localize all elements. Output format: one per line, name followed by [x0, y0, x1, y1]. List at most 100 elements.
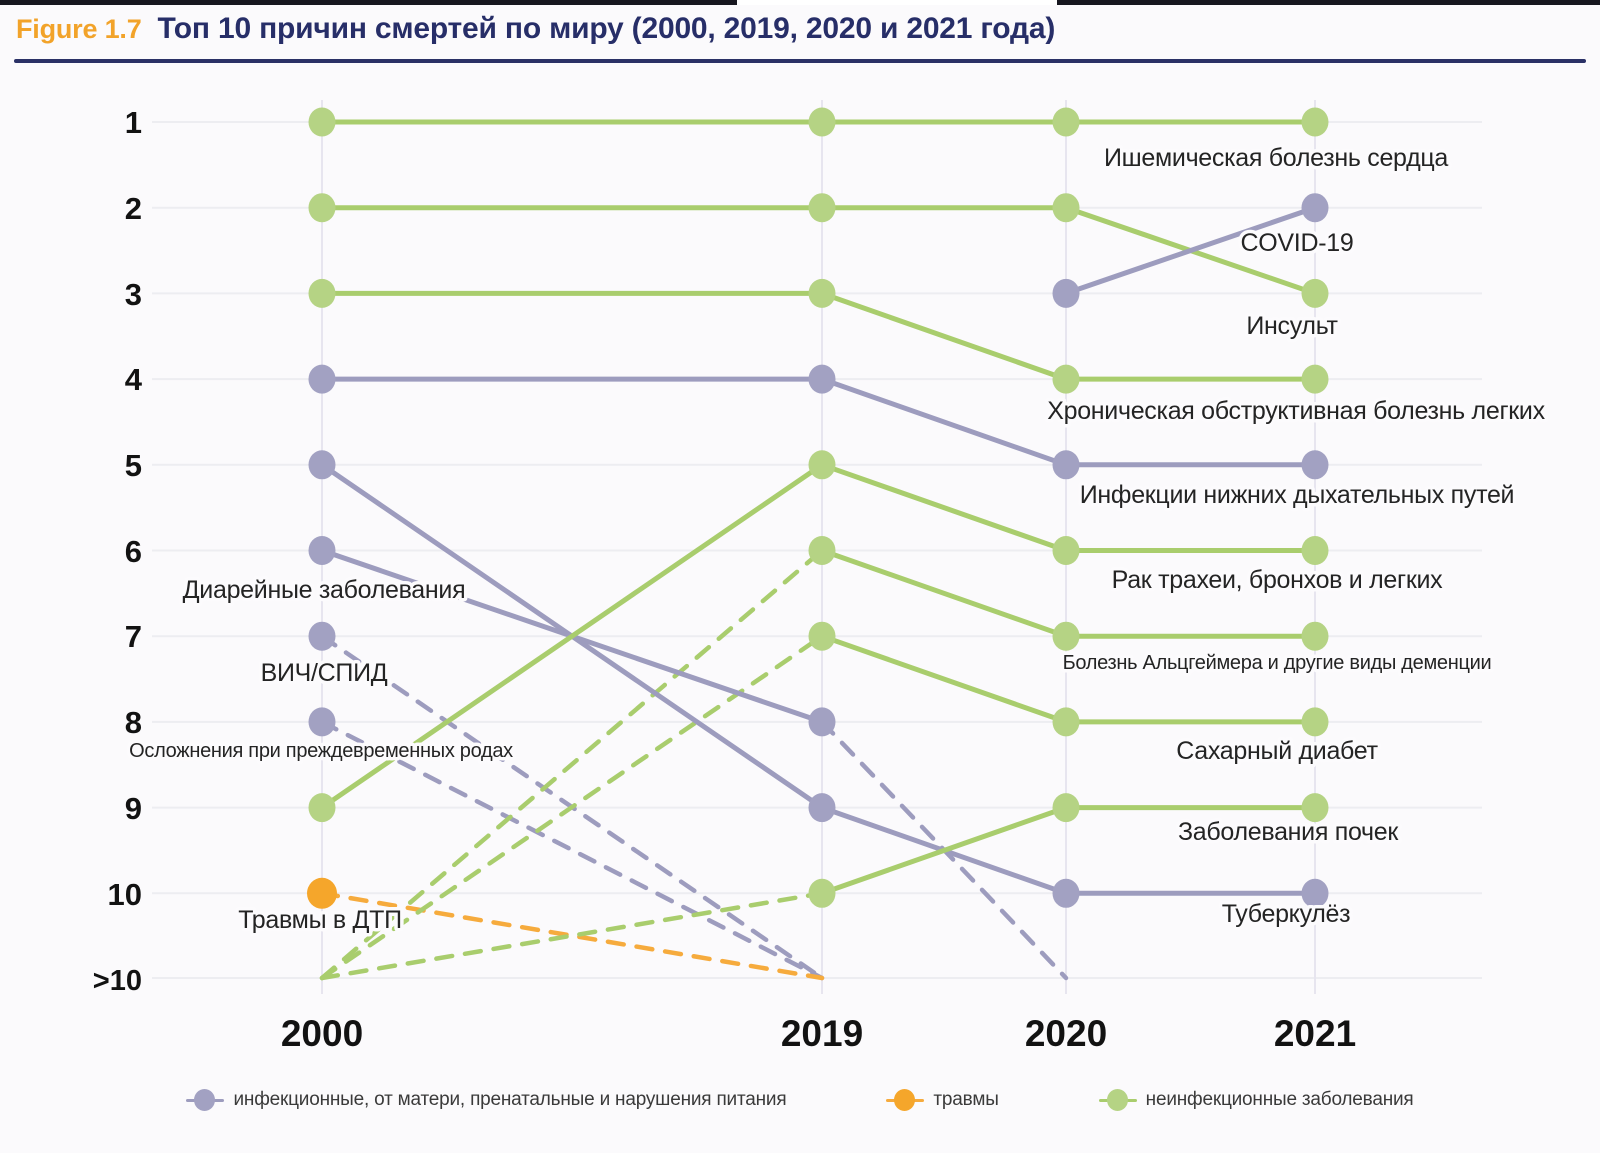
series-dot-6-2000	[308, 621, 336, 651]
axis-layer: 1 2 3 4 5 6 7 8 9 10 >10 2000 2019 2020 …	[93, 105, 1356, 1054]
series-label-lung-cancer: Рак трахеи, бронхов и легких	[1112, 566, 1443, 594]
series-label-covid-19: COVID-19	[1241, 229, 1354, 257]
rank-tick-10: 10	[108, 877, 142, 912]
series-label-stroke: Инсульт	[1246, 312, 1338, 340]
year-tick-2000: 2000	[281, 1013, 363, 1054]
series-dot-3-2000	[308, 364, 336, 394]
bump-chart: 1 2 3 4 5 6 7 8 9 10 >10 2000 2019 2020 …	[92, 100, 1550, 1054]
series-dot-5-2019	[808, 707, 836, 737]
rank-tick-5: 5	[125, 448, 142, 483]
injuries-dot-icon	[886, 1088, 925, 1112]
rank-tick-7: 7	[125, 619, 142, 654]
legend-item-noncommunicable: неинфекционные заболевания	[1098, 1088, 1414, 1112]
series-dot-1-2000	[308, 193, 336, 223]
series-dot-11-2021	[1301, 621, 1329, 651]
series-dot-4-2019	[808, 793, 836, 823]
series-label-hiv-aids: ВИЧ/СПИД	[261, 659, 388, 687]
series-dot-12-2021	[1301, 707, 1329, 737]
series-dot-4-2021	[1301, 878, 1329, 908]
legend: инфекционные, от матери, пренатальные и …	[0, 1088, 1600, 1112]
series-segment-8-2019-2020	[819, 462, 1069, 553]
series-label-kidney-diseases: Заболевания почек	[1178, 818, 1399, 846]
header: Figure 1.7 Топ 10 причин смертей по миру…	[16, 12, 1584, 46]
series-label-alzheimer: Болезнь Альцгеймера и другие виды деменц…	[1063, 652, 1492, 674]
series-dot-0-2000	[308, 107, 336, 137]
series-dot-2-2019	[808, 278, 836, 308]
series-dot-11-2020	[1052, 621, 1080, 651]
rank-tick-3: 3	[125, 277, 142, 312]
series-label-copd: Хроническая обструктивная болезнь легких	[1047, 397, 1545, 425]
series-label-ischemic-heart-disease: Ишемическая болезнь сердца	[1104, 144, 1448, 172]
series-dot-13-2019	[808, 878, 836, 908]
top-bar-gap	[737, 0, 1057, 5]
series-segment-7-2000-2019	[319, 719, 825, 981]
series-labels-layer: Ишемическая болезнь сердца COVID-19 Инсу…	[126, 141, 1550, 938]
title-underline	[14, 59, 1586, 63]
series-dot-0-2019	[808, 107, 836, 137]
series-label-tuberculosis: Туберкулёз	[1222, 900, 1351, 928]
series-dot-12-2020	[1052, 707, 1080, 737]
rank-tick-2: 2	[125, 191, 142, 226]
figure-title: Топ 10 причин смертей по миру (2000, 201…	[157, 12, 1056, 45]
dashed-lines-layer	[319, 548, 1069, 981]
year-tick-2020: 2020	[1025, 1013, 1107, 1054]
series-dot-2-2021	[1301, 364, 1329, 394]
series-label-diarrheal-diseases: Диарейные заболевания	[183, 576, 466, 604]
figure-number: Figure 1.7	[16, 14, 142, 44]
legend-item-infectious: инфекционные, от матери, пренатальные и …	[186, 1088, 787, 1112]
series-dot-3-2020	[1052, 450, 1080, 480]
legend-label-infectious: инфекционные, от матери, пренатальные и …	[233, 1089, 787, 1110]
series-dot-2-2020	[1052, 364, 1080, 394]
series-segment-9-2000-2019	[319, 891, 825, 981]
series-dot-1-2021	[1301, 278, 1329, 308]
series-dot-7-2000	[308, 707, 336, 737]
series-dot-4-2000	[308, 450, 336, 480]
series-dot-5-2000	[308, 536, 336, 565]
series-segment-10-2020-2021	[1063, 205, 1318, 296]
top-bar	[0, 0, 1600, 5]
series-dot-8-2000	[308, 793, 336, 823]
series-label-preterm-birth-complications: Осложнения при преждевременных родах	[129, 740, 513, 762]
series-dot-8-2019	[808, 450, 836, 480]
rank-tick-4: 4	[125, 362, 143, 397]
series-dot-8-2021	[1301, 536, 1329, 565]
series-dot-11-2019	[808, 536, 836, 565]
series-dot-3-2021	[1301, 450, 1329, 480]
series-segment-13-2019-2020	[819, 805, 1069, 896]
series-segment-2-2019-2020	[819, 290, 1069, 382]
series-segment-13-2000-2019	[319, 891, 825, 981]
series-segment-11-2019-2020	[819, 548, 1069, 639]
legend-item-injuries: травмы	[886, 1088, 999, 1112]
series-dot-1-2019	[808, 193, 836, 223]
series-dot-13-2020	[1052, 793, 1080, 823]
infectious-dot-icon	[186, 1088, 225, 1112]
series-label-diabetes: Сахарный диабет	[1176, 737, 1378, 765]
series-dot-3-2019	[808, 364, 836, 394]
series-segment-11-2000-2019	[319, 548, 825, 981]
series-dot-10-2020	[1052, 278, 1080, 308]
series-dot-4-2020	[1052, 878, 1080, 908]
rank-tick-6: 6	[125, 534, 142, 569]
series-dot-0-2021	[1301, 107, 1329, 137]
series-dot-2-2000	[308, 278, 336, 308]
rank-tick-9: 9	[125, 791, 142, 826]
year-tick-2021: 2021	[1274, 1013, 1356, 1054]
rank-tick-1: 1	[125, 105, 142, 140]
series-dot-1-2020	[1052, 193, 1080, 223]
dots-layer	[307, 107, 1329, 909]
series-dot-12-2019	[808, 621, 836, 651]
series-segment-12-2019-2020	[819, 633, 1069, 725]
series-dot-9-2000	[307, 877, 337, 909]
noncommunicable-dot-icon	[1098, 1088, 1137, 1112]
legend-label-noncommunicable: неинфекционные заболевания	[1145, 1089, 1414, 1110]
legend-label-injuries: травмы	[933, 1089, 999, 1110]
series-dot-10-2021	[1301, 193, 1329, 223]
rank-tick-over-10: >10	[93, 965, 142, 997]
series-label-lower-respiratory-infections: Инфекции нижних дыхательных путей	[1080, 481, 1514, 509]
series-segment-8-2000-2019	[319, 462, 825, 811]
series-segment-3-2019-2020	[819, 376, 1069, 468]
series-dot-0-2020	[1052, 107, 1080, 137]
rank-tick-8: 8	[125, 705, 142, 740]
year-tick-2019: 2019	[781, 1013, 863, 1054]
